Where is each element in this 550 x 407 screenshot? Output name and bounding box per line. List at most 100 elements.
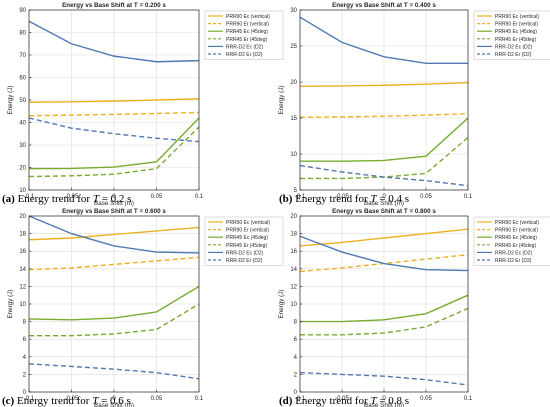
legend-entry: RRR-D2 Er (D2): [226, 52, 263, 58]
legend-entry: PRR45 Ec (45deg): [495, 235, 537, 241]
series-line-5: [28, 20, 200, 63]
legend: PRR90 Ec (vertical) PRR90 Er (vertical) PR…: [204, 10, 284, 60]
y-tick-label: 10: [19, 188, 26, 194]
legend-entry: RRR-D2 Er (D2): [495, 52, 532, 58]
x-tick-label: -0.1: [295, 194, 306, 200]
legend-entry: RRR-D2 Ec (D2): [495, 250, 533, 256]
chart-panel-2: -0.1 -0.05 0 0.05 0.1 5 10 15 20 25 30 Energy vs Ba…: [278, 2, 550, 207]
legend-entry: PRR90 Er (vertical): [495, 228, 538, 234]
y-tick-label: 8: [294, 320, 298, 326]
x-tick-label: -0.05: [335, 396, 349, 402]
x-tick-label: 0: [112, 396, 116, 402]
y-axis-label: Energy (J): [278, 85, 285, 114]
y-tick-label: 25: [290, 44, 297, 50]
caption-variable: T: [92, 395, 99, 407]
chart-panel-1: -0.1 -0.05 0 0.05 0.1 10 20 30 40 50 60 70 80 90 Energ…: [7, 2, 284, 207]
y-tick-label: 6: [23, 337, 27, 343]
y-tick-label: 5: [294, 188, 298, 194]
y-tick-label: 12: [19, 284, 26, 290]
legend-entry: PRR45 Er (45deg): [495, 37, 536, 43]
y-tick-label: 4: [294, 355, 298, 361]
series-line-3: [300, 294, 469, 323]
x-tick-label: 0: [382, 194, 386, 200]
y-tick-label: 0: [294, 390, 298, 396]
series-line-5: [299, 16, 468, 64]
series-line-1: [28, 98, 200, 103]
x-axis-label: Base Shift (m): [364, 402, 404, 407]
series-line-1: [299, 82, 469, 88]
series-line-4: [28, 126, 200, 178]
chart-panel-4: -0.1 -0.05 0 0.05 0.1 0 2 4 6 8 10 12 14 16 18 20 Energy…: [278, 208, 550, 407]
y-axis-label: Energy (J): [7, 85, 14, 114]
y-tick-label: 14: [290, 267, 297, 273]
legend-entry: RRR-D2 Ec (D2): [226, 250, 264, 256]
x-tick-label: 0.1: [464, 396, 473, 402]
y-tick-label: 30: [290, 8, 297, 14]
chart-panel-3: -0.1 -0.05 0 0.05 0.1 0 2 4 6 8 10 12 14 16 18 20 Energy…: [7, 208, 284, 407]
y-tick-label: 0: [23, 390, 27, 396]
y-tick-label: 16: [19, 249, 26, 255]
y-tick-label: 6: [294, 337, 298, 343]
series-line-3: [28, 285, 200, 321]
y-tick-label: 15: [290, 116, 297, 122]
series-line-5: [299, 235, 469, 272]
series-line-6: [299, 164, 469, 187]
caption-text: Energy trend for: [15, 193, 93, 205]
legend: PRR90 Ec (vertical)PRR90 Er (vertical)PR…: [473, 10, 550, 60]
y-tick-label: 80: [19, 31, 26, 37]
caption-text: Energy trend for: [292, 395, 370, 407]
x-tick-label: 0: [382, 396, 386, 402]
legend-entry: PRR45 Er (45deg): [226, 37, 267, 43]
legend-box: [473, 10, 550, 60]
y-tick-label: 60: [19, 76, 26, 82]
legend-entry: PRR45 Er (45deg): [495, 243, 536, 249]
y-tick-label: 90: [19, 8, 26, 14]
x-tick-label: 0.05: [420, 396, 432, 402]
y-axis-label: Energy (J): [7, 289, 14, 318]
series-line-3: [28, 117, 200, 170]
legend-entry: PRR90 Ec (vertical): [226, 220, 270, 226]
caption-variable: T: [370, 193, 377, 205]
legend-box: [473, 216, 550, 266]
x-tick-label: -0.1: [295, 396, 306, 402]
x-tick-label: -0.1: [24, 194, 35, 200]
caption-text: Energy trend for: [14, 395, 92, 407]
series-line-2: [28, 111, 200, 117]
chart-caption: (b) Energy trend for T = 0.4 s: [279, 193, 409, 205]
legend: PRR90 Ec (vertical)PRR90 Er (vertical)PR…: [473, 216, 550, 266]
y-tick-label: 12: [290, 284, 297, 290]
caption-label: (c): [2, 395, 15, 407]
y-tick-label: 20: [19, 214, 26, 220]
x-tick-label: -0.1: [24, 396, 35, 402]
x-axis-label: Base Shift (m): [94, 200, 134, 207]
chart-title: Energy vs Base Shift at T = 0.200 s: [62, 2, 166, 9]
series-line-3: [300, 117, 469, 162]
caption-variable: T: [370, 395, 377, 407]
y-tick-label: 18: [290, 232, 297, 238]
caption-variable: T: [93, 193, 100, 205]
caption-value: = 0.2 s: [99, 193, 131, 205]
caption-label: (a): [2, 193, 15, 205]
series-line-2: [28, 256, 200, 271]
y-tick-label: 14: [19, 267, 26, 273]
series-line-4: [29, 303, 200, 337]
caption-label: (b): [279, 193, 293, 205]
legend-entry: PRR90 Er (vertical): [226, 22, 269, 28]
y-tick-label: 40: [19, 121, 26, 127]
legend-entry: PRR90 Ec (vertical): [495, 220, 539, 226]
y-tick-label: 20: [290, 214, 297, 220]
series-line-5: [28, 215, 200, 254]
chart-caption: (c) Energy trend for T = 0.6 s: [2, 395, 131, 407]
legend-entry: PRR90 Ec (vertical): [226, 14, 270, 20]
series-line-1: [28, 226, 200, 241]
y-tick-label: 10: [19, 302, 26, 308]
y-tick-label: 2: [294, 372, 298, 378]
caption-label: (d): [279, 395, 293, 407]
y-tick-label: 70: [19, 53, 26, 59]
series-line-4: [300, 307, 469, 336]
y-tick-label: 4: [23, 355, 27, 361]
legend-entry: PRR90 Er (vertical): [226, 228, 269, 234]
x-tick-label: -0.05: [65, 396, 79, 402]
y-tick-label: 50: [19, 98, 26, 104]
legend-entry: RRR-D2 Er (D2): [226, 258, 263, 264]
